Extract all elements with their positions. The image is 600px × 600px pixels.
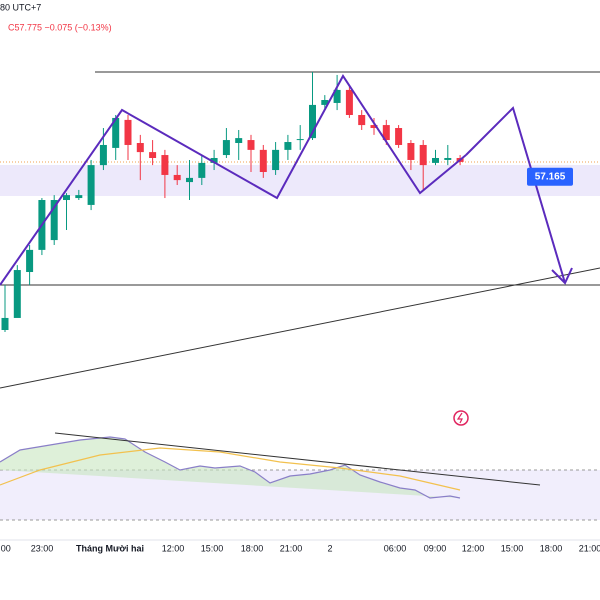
- candle-body: [407, 143, 415, 160]
- candle-body: [259, 149, 267, 172]
- candle-body: [13, 270, 21, 318]
- ohlc-legend: C57.775 −0.075 (−0.13%): [8, 22, 112, 32]
- zone: [0, 165, 600, 196]
- rsi-ma: [0, 447, 461, 491]
- candle-body: [222, 140, 230, 156]
- x-tick-label: 18:00: [241, 543, 264, 553]
- candle-body: [136, 143, 144, 153]
- candle-body: [149, 152, 157, 158]
- candle-body: [345, 89, 353, 115]
- x-tick-label: 09:00: [424, 543, 447, 553]
- candle-body: [161, 155, 169, 175]
- candle-body: [1, 317, 9, 330]
- rsi-line: [0, 436, 461, 499]
- arrow-head: [551, 267, 573, 285]
- timezone-label: 80 UTC+7: [0, 2, 41, 12]
- candle-body: [272, 149, 280, 171]
- candle-body: [358, 114, 366, 126]
- candle-body: [284, 142, 292, 150]
- projection-line: [465, 106, 566, 284]
- price-tag-label: 57.165: [535, 171, 566, 182]
- candle-body: [395, 128, 403, 145]
- price-tag-box: [527, 167, 573, 186]
- candle-body: [63, 195, 70, 201]
- x-tick-label: 12:00: [462, 543, 485, 553]
- trend-line: [0, 267, 600, 389]
- pattern-line: [0, 74, 467, 286]
- x-tick-label: 0:00: [0, 543, 11, 553]
- x-tick-label: 23:00: [31, 543, 54, 553]
- candle-body: [210, 157, 218, 163]
- candle-body: [198, 162, 206, 178]
- candle-body: [99, 144, 107, 166]
- candle-body: [186, 177, 193, 183]
- candle-body: [26, 249, 34, 273]
- candle-body: [432, 157, 439, 163]
- x-tick-label: 18:00: [540, 543, 563, 553]
- x-tick-label: 12:00: [162, 543, 185, 553]
- x-tick-label: 21:00: [579, 543, 600, 553]
- x-tick-label: Tháng Mười hai: [76, 543, 144, 553]
- divergence-line: [54, 432, 541, 486]
- candle-body: [333, 89, 341, 103]
- x-tick-label: 2: [327, 543, 332, 553]
- candle-body: [75, 195, 83, 199]
- rsi-fill: [0, 437, 460, 498]
- candle-body: [309, 104, 316, 139]
- x-tick-label: 15:00: [201, 543, 224, 553]
- x-tick-label: 15:00: [501, 543, 524, 553]
- x-tick-label: 06:00: [384, 543, 407, 553]
- candle-body: [235, 138, 243, 144]
- candle-body: [370, 125, 378, 129]
- candle-body: [247, 140, 255, 150]
- candle-body: [321, 100, 329, 105]
- event-icon[interactable]: [453, 410, 469, 426]
- candle-body: [382, 125, 390, 141]
- candle-body: [444, 157, 452, 160]
- candles: [1, 71, 464, 332]
- candle-body: [112, 117, 120, 148]
- candle-body: [173, 174, 181, 181]
- candle-body: [87, 165, 95, 205]
- x-tick-label: 21:00: [280, 543, 303, 553]
- candle-body: [296, 139, 304, 141]
- candle-body: [124, 119, 132, 145]
- candle-body: [50, 200, 58, 241]
- candle-body: [419, 144, 427, 166]
- event-icon-bolt: [456, 412, 463, 424]
